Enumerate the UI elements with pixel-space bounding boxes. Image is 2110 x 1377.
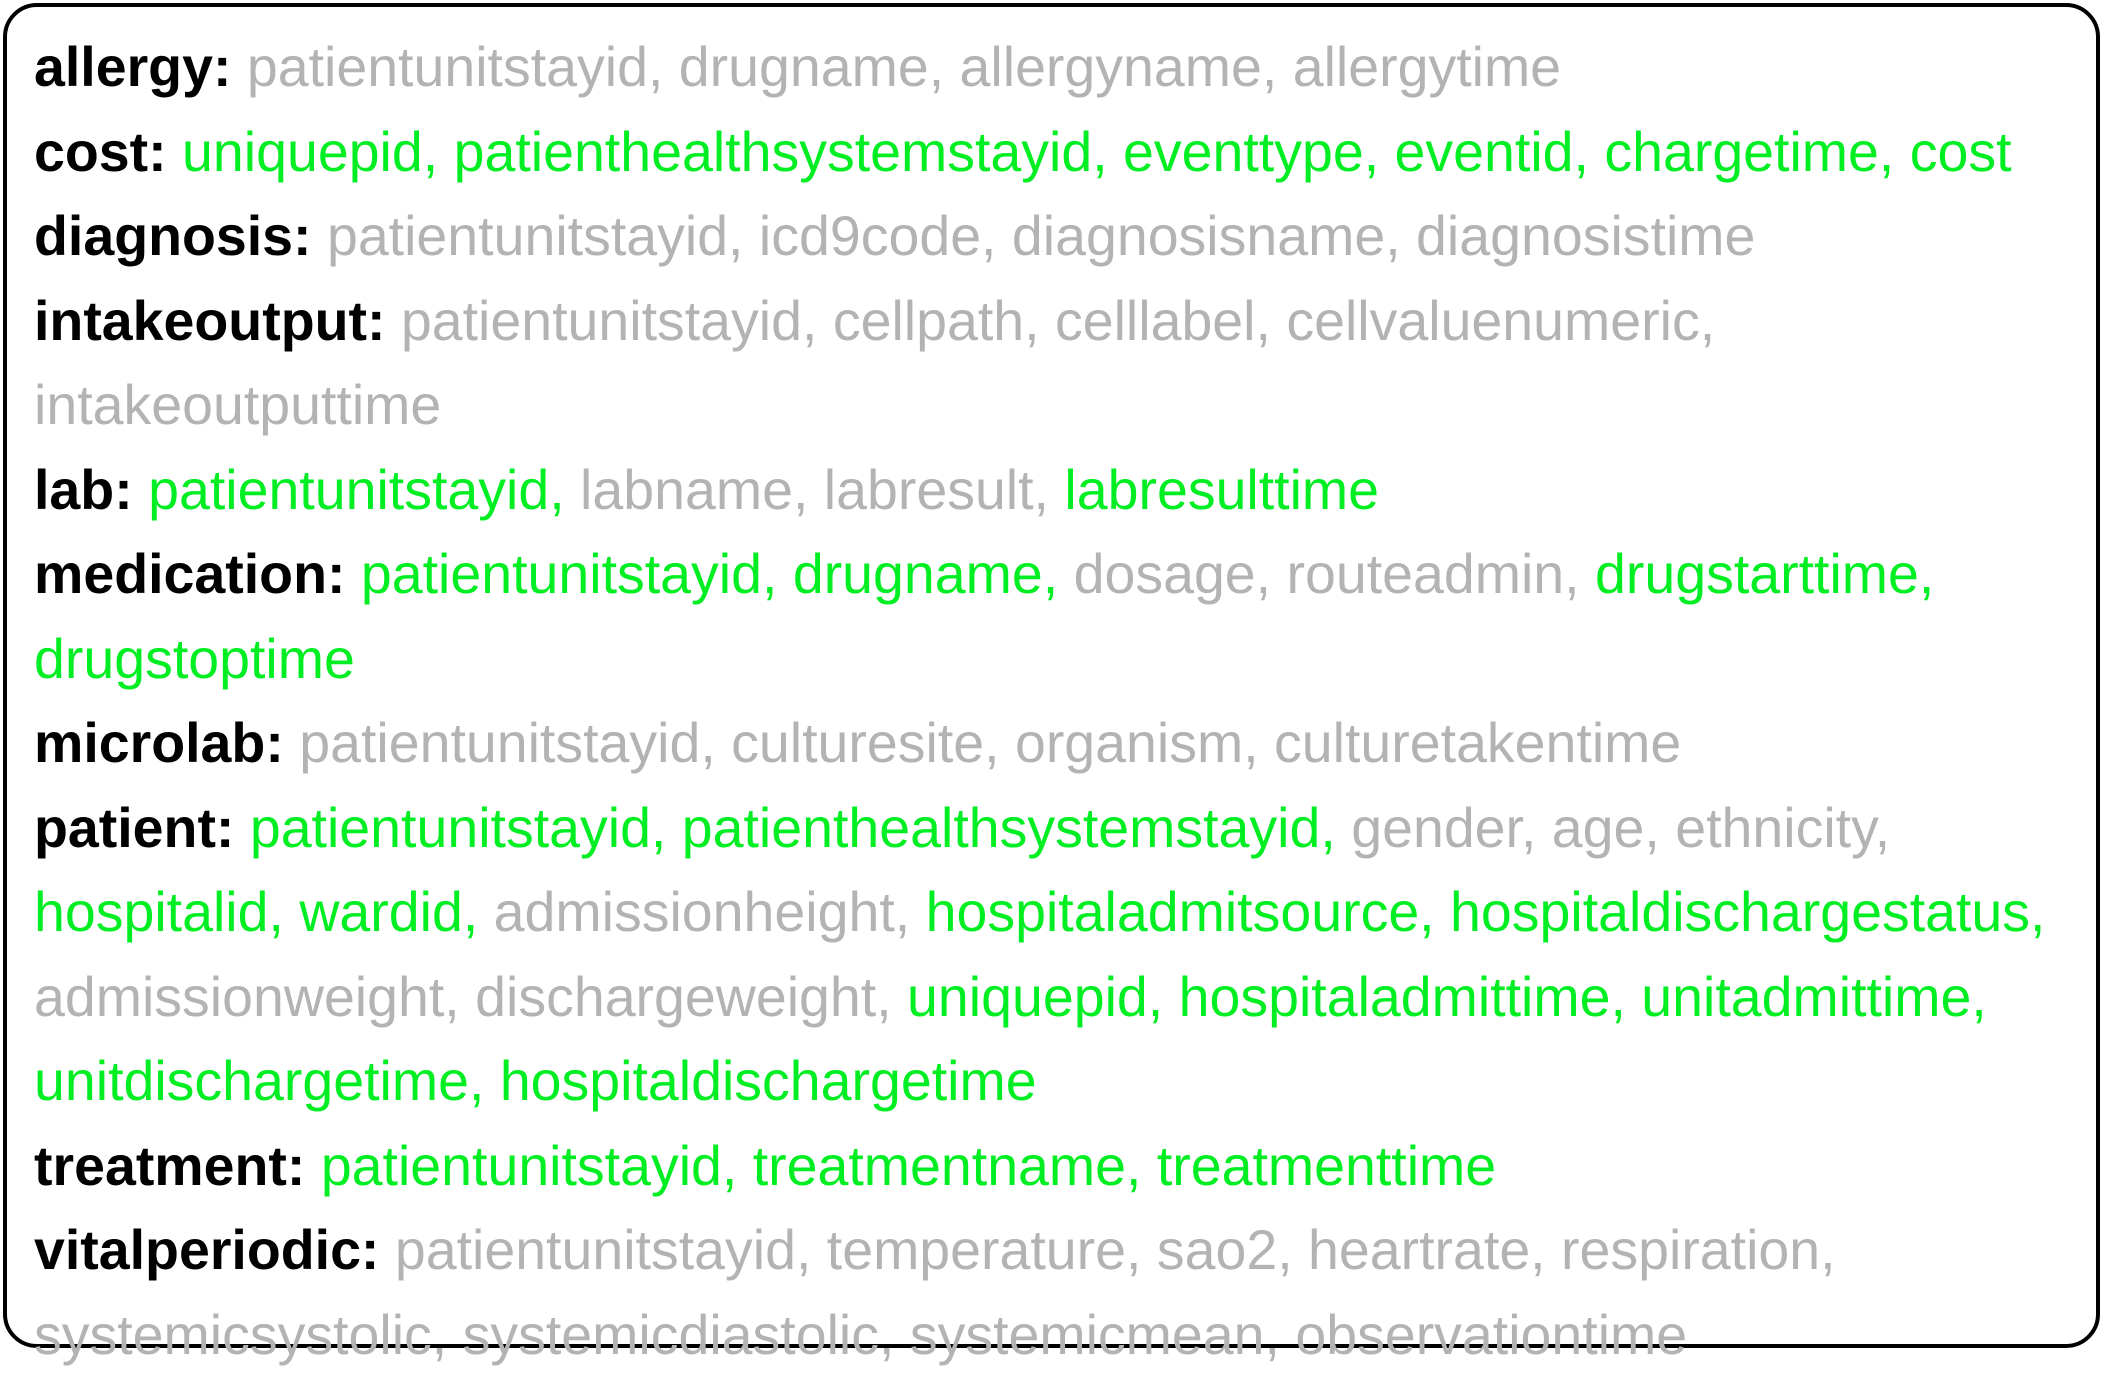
used-columns: unitdischargetime, hospitaldischargetime <box>34 1050 1037 1112</box>
unused-columns: patientunitstayid, culturesite, organism… <box>299 712 1681 774</box>
unused-columns: patientunitstayid, icd9code, diagnosisna… <box>327 205 1755 267</box>
table-row: diagnosis: patientunitstayid, icd9code, … <box>34 194 2104 279</box>
unused-columns: admissionheight, <box>494 881 911 943</box>
unused-columns: patientunitstayid, temperature, sao2, he… <box>395 1219 1836 1281</box>
unused-columns: patientunitstayid, drugname, allergyname… <box>247 36 1561 98</box>
table-name: vitalperiodic: <box>34 1219 379 1281</box>
used-columns: labresulttime <box>1064 459 1379 521</box>
table-row-continuation: unitdischargetime, hospitaldischargetime <box>34 1039 2104 1124</box>
table-row-continuation: drugstoptime <box>34 617 2104 702</box>
table-row: medication: patientunitstayid, drugname,… <box>34 532 2104 617</box>
table-row: patient: patientunitstayid, patienthealt… <box>34 786 2104 871</box>
table-row-continuation: systemicsystolic, systemicdiastolic, sys… <box>34 1293 2104 1377</box>
used-columns: drugstarttime, <box>1595 543 1934 605</box>
table-name: treatment: <box>34 1135 305 1197</box>
used-columns: patientunitstayid, <box>148 459 565 521</box>
unused-columns: labname, labresult, <box>580 459 1049 521</box>
unused-columns: dosage, routeadmin, <box>1074 543 1580 605</box>
table-row: allergy: patientunitstayid, drugname, al… <box>34 25 2104 110</box>
unused-columns: systemicsystolic, systemicdiastolic, sys… <box>34 1304 1687 1366</box>
table-name: allergy: <box>34 36 231 98</box>
table-row-continuation: intakeoutputtime <box>34 363 2104 448</box>
table-name: cost: <box>34 121 167 183</box>
table-name: lab: <box>34 459 133 521</box>
table-row: microlab: patientunitstayid, culturesite… <box>34 701 2104 786</box>
table-name: microlab: <box>34 712 284 774</box>
table-row-continuation: admissionweight, dischargeweight, unique… <box>34 955 2104 1040</box>
unused-columns: intakeoutputtime <box>34 374 441 436</box>
table-row: vitalperiodic: patientunitstayid, temper… <box>34 1208 2104 1293</box>
used-columns: uniquepid, hospitaladmittime, unitadmitt… <box>907 966 1987 1028</box>
table-row: treatment: patientunitstayid, treatmentn… <box>34 1124 2104 1209</box>
table-name: intakeoutput: <box>34 290 385 352</box>
used-columns: drugstoptime <box>34 628 355 690</box>
schema-box: allergy: patientunitstayid, drugname, al… <box>3 3 2100 1348</box>
table-row: intakeoutput: patientunitstayid, cellpat… <box>34 279 2104 364</box>
table-name: patient: <box>34 797 234 859</box>
table-row-continuation: hospitalid, wardid, admissionheight, hos… <box>34 870 2104 955</box>
used-columns: patientunitstayid, drugname, <box>361 543 1058 605</box>
unused-columns: patientunitstayid, cellpath, celllabel, … <box>401 290 1715 352</box>
unused-columns: admissionweight, dischargeweight, <box>34 966 892 1028</box>
used-columns: patientunitstayid, patienthealthsystemst… <box>250 797 1336 859</box>
schema-list: allergy: patientunitstayid, drugname, al… <box>34 25 2104 1377</box>
table-row: cost: uniquepid, patienthealthsystemstay… <box>34 110 2104 195</box>
table-name: diagnosis: <box>34 205 312 267</box>
table-name: medication: <box>34 543 345 605</box>
unused-columns: gender, age, ethnicity, <box>1351 797 1890 859</box>
used-columns: uniquepid, patienthealthsystemstayid, ev… <box>182 121 2012 183</box>
used-columns: hospitalid, wardid, <box>34 881 478 943</box>
used-columns: hospitaladmitsource, hospitaldischargest… <box>926 881 2046 943</box>
table-row: lab: patientunitstayid, labname, labresu… <box>34 448 2104 533</box>
used-columns: patientunitstayid, treatmentname, treatm… <box>321 1135 1496 1197</box>
